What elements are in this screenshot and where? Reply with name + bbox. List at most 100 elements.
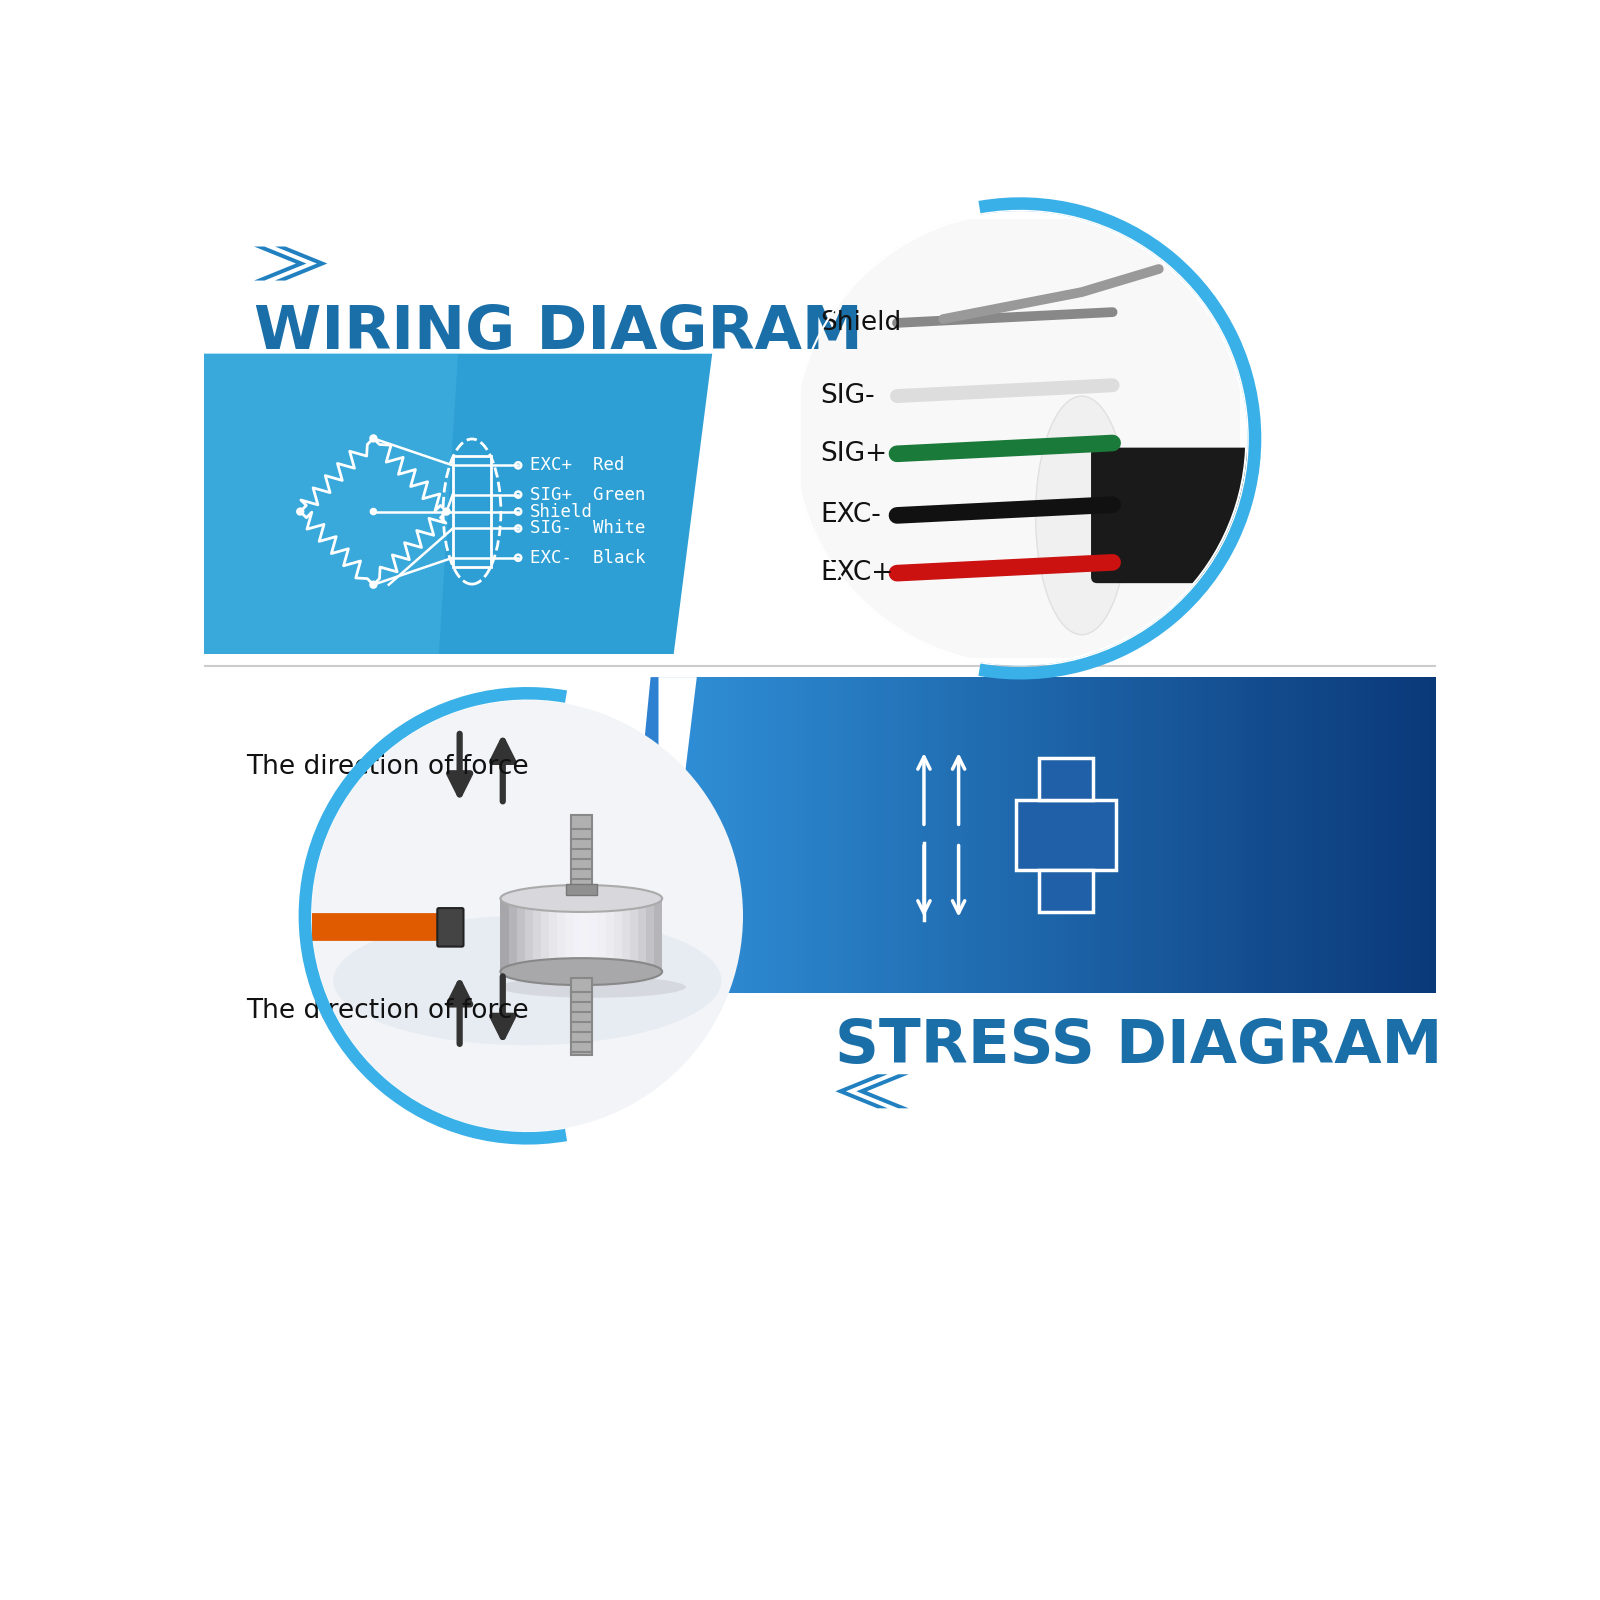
Polygon shape <box>1251 677 1270 992</box>
Text: WIRING DIAGRAM: WIRING DIAGRAM <box>254 304 862 363</box>
Bar <box>798 677 806 992</box>
Bar <box>666 677 674 992</box>
Text: EXC-: EXC- <box>819 502 880 528</box>
Polygon shape <box>862 677 901 992</box>
Ellipse shape <box>333 915 722 1045</box>
Bar <box>931 677 938 992</box>
Polygon shape <box>1261 677 1278 992</box>
Bar <box>1421 677 1429 992</box>
Polygon shape <box>853 677 891 992</box>
Polygon shape <box>1027 677 1058 992</box>
Bar <box>533 899 541 971</box>
Bar <box>1086 677 1094 992</box>
Bar <box>581 899 589 971</box>
Bar <box>1280 677 1288 992</box>
Bar <box>1296 677 1304 992</box>
Text: SIG-: SIG- <box>819 382 875 410</box>
Text: EXC+  Red: EXC+ Red <box>530 456 624 474</box>
Bar <box>853 677 861 992</box>
Bar <box>698 677 706 992</box>
Polygon shape <box>1242 677 1261 992</box>
Bar <box>822 677 829 992</box>
Bar <box>736 677 744 992</box>
Bar <box>1266 677 1272 992</box>
Polygon shape <box>941 677 974 992</box>
Bar <box>205 192 1437 354</box>
Polygon shape <box>736 677 779 992</box>
Bar <box>899 677 907 992</box>
Bar <box>962 677 970 992</box>
Polygon shape <box>1222 677 1242 992</box>
Polygon shape <box>1154 677 1178 992</box>
Bar <box>978 677 986 992</box>
Polygon shape <box>619 677 658 992</box>
Polygon shape <box>707 677 752 992</box>
Bar <box>1094 677 1101 992</box>
Bar <box>517 899 525 971</box>
Bar <box>1326 677 1334 992</box>
Bar <box>1163 677 1171 992</box>
Polygon shape <box>1134 677 1158 992</box>
Ellipse shape <box>1035 397 1128 635</box>
Bar <box>566 883 597 894</box>
Bar <box>1070 677 1078 992</box>
Bar <box>1054 677 1062 992</box>
Polygon shape <box>872 677 909 992</box>
Bar <box>800 219 1240 658</box>
Circle shape <box>443 509 450 515</box>
Bar <box>1272 677 1280 992</box>
Polygon shape <box>1426 677 1437 992</box>
Bar <box>1304 677 1312 992</box>
FancyBboxPatch shape <box>437 909 464 947</box>
Bar <box>1218 677 1226 992</box>
FancyBboxPatch shape <box>1091 448 1318 582</box>
Polygon shape <box>1406 677 1418 992</box>
Bar <box>1040 677 1046 992</box>
Bar <box>712 677 720 992</box>
Polygon shape <box>1349 677 1362 992</box>
Polygon shape <box>1173 677 1195 992</box>
Polygon shape <box>1067 677 1094 992</box>
Polygon shape <box>254 246 307 280</box>
Polygon shape <box>1378 677 1390 992</box>
Bar <box>654 899 662 971</box>
Bar <box>954 677 962 992</box>
Bar <box>1024 677 1032 992</box>
Bar <box>1125 677 1133 992</box>
Bar <box>1195 677 1203 992</box>
Bar <box>605 899 614 971</box>
Polygon shape <box>746 677 789 992</box>
Bar <box>869 677 877 992</box>
Polygon shape <box>1310 677 1325 992</box>
Polygon shape <box>1339 677 1354 992</box>
Bar <box>589 899 597 971</box>
Polygon shape <box>1290 677 1307 992</box>
Bar <box>1149 677 1157 992</box>
Bar <box>1016 800 1117 870</box>
Bar <box>674 677 682 992</box>
Circle shape <box>370 509 376 515</box>
Bar <box>614 899 622 971</box>
Bar <box>706 677 712 992</box>
Bar <box>1101 677 1109 992</box>
Bar <box>1258 677 1266 992</box>
Polygon shape <box>1125 677 1149 992</box>
Bar <box>782 677 790 992</box>
Text: Shield: Shield <box>819 310 901 336</box>
Polygon shape <box>1203 677 1224 992</box>
Bar <box>682 677 690 992</box>
Polygon shape <box>891 677 928 992</box>
Bar <box>1226 677 1234 992</box>
Bar <box>1179 677 1187 992</box>
Bar <box>658 677 666 992</box>
Ellipse shape <box>501 958 662 986</box>
Polygon shape <box>901 677 938 992</box>
Bar <box>1211 677 1218 992</box>
Bar <box>877 677 883 992</box>
Bar <box>1062 677 1070 992</box>
Polygon shape <box>1368 677 1381 992</box>
Polygon shape <box>805 677 845 992</box>
Polygon shape <box>910 677 946 992</box>
Bar <box>728 677 736 992</box>
Bar <box>752 677 760 992</box>
